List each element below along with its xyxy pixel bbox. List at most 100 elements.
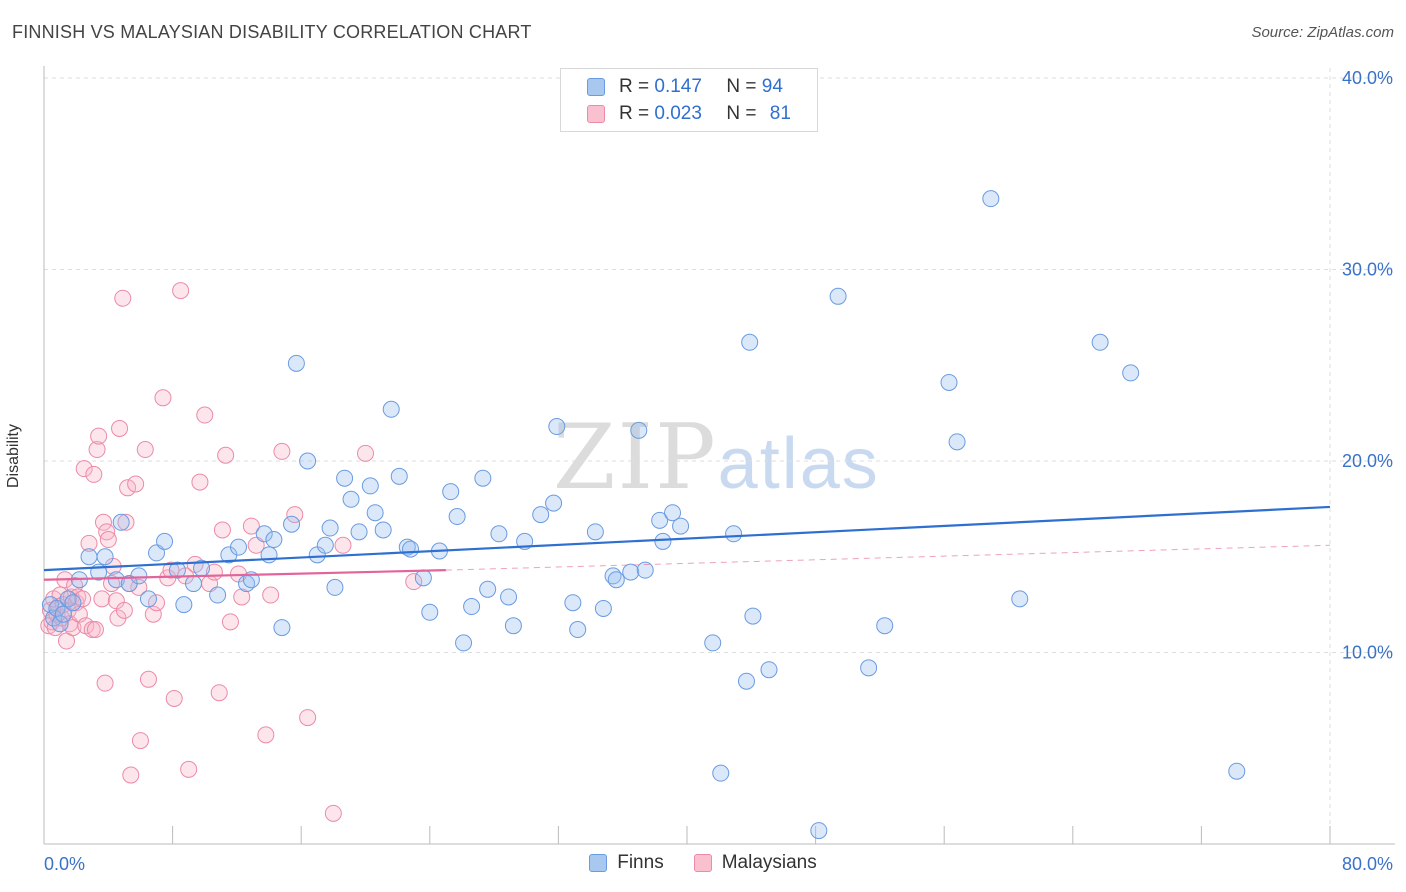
finns-point [316, 536, 334, 554]
malaysians-point [165, 689, 183, 707]
malaysians-point [247, 536, 265, 554]
legend-n-label: N = [726, 103, 757, 124]
x-tick-label: 80.0% [1342, 854, 1393, 874]
finns-point [64, 594, 82, 612]
malaysians-point [405, 573, 423, 591]
axis-layer [43, 66, 1395, 845]
malaysians-point [233, 588, 251, 606]
finns-point [622, 563, 640, 581]
malaysians-point [148, 594, 166, 612]
finns-point [651, 511, 669, 529]
finns-point [1228, 762, 1246, 780]
finns-point [168, 561, 186, 579]
malaysians-point [86, 621, 104, 639]
malaysians-point [88, 441, 106, 459]
legend-n-value: 94 [761, 76, 783, 97]
finns-point [564, 594, 582, 612]
malaysians-point [80, 534, 98, 552]
finns-point [760, 661, 778, 679]
finns-point [1091, 333, 1109, 351]
malaysians-trend-extension [445, 544, 1331, 571]
y-tick-label: 40.0% [1342, 68, 1393, 88]
legend-item-malaysians: Malaysians [693, 852, 817, 874]
y-tick-label: 10.0% [1342, 643, 1393, 663]
legend-label-malaysians: Malaysians [721, 852, 817, 873]
malaysians-point [286, 506, 304, 524]
legend-r-value: 0.023 [654, 103, 702, 124]
malaysians-point [213, 521, 231, 539]
finns-point [636, 561, 654, 579]
malaysians-point [115, 601, 133, 619]
finns-point [148, 544, 166, 562]
finns-point [829, 287, 847, 305]
finns-point [156, 532, 174, 550]
finns-point [175, 596, 193, 614]
trend-lines [43, 505, 1331, 581]
malaysians-point [154, 389, 172, 407]
chart-title: FINNISH VS MALAYSIAN DISABILITY CORRELAT… [12, 22, 532, 42]
y-tick-label: 20.0% [1342, 451, 1393, 471]
finns-point [545, 494, 563, 512]
finns-point [130, 567, 148, 585]
finns-point [255, 525, 273, 543]
malaysians-point [221, 613, 239, 631]
malaysians-point [111, 419, 129, 437]
malaysians-point [210, 684, 228, 702]
finns-point [725, 525, 743, 543]
malaysians-point [172, 282, 190, 300]
finns-point [607, 571, 625, 589]
finns-point [96, 548, 114, 566]
malaysians-point [196, 406, 214, 424]
finns-point [326, 578, 344, 596]
source-credit: Source: ZipAtlas.com [1251, 24, 1394, 41]
finns-point [287, 354, 305, 372]
finns-point [654, 532, 672, 550]
finns-point [374, 521, 392, 539]
malaysians-point [85, 465, 103, 483]
malaysians-point [273, 442, 291, 460]
finns-point [490, 525, 508, 543]
malaysians-point [119, 479, 137, 497]
legend-swatch-malaysians [587, 105, 605, 123]
malaysians-point [93, 590, 111, 608]
finns-trend-line [43, 505, 1331, 572]
malaysians-point [131, 732, 149, 750]
finns-point [532, 506, 550, 524]
finns-point [265, 531, 283, 549]
malaysians-point [136, 441, 154, 459]
tick-labels: 10.0% 20.0% 30.0% 40.0% 0.0% 80.0% [44, 68, 1393, 874]
correlation-legend: R = 0.147 N = 94 R = 0.023 N = 81 [560, 68, 818, 132]
legend-row-finns: R = 0.147 N = 94 [587, 74, 783, 100]
finns-point [283, 515, 301, 533]
finns-point [504, 617, 522, 635]
finns-point [810, 822, 828, 840]
finns-point [630, 421, 648, 439]
legend-swatch-finns [589, 854, 608, 872]
finns-point [548, 418, 566, 436]
finns-point [737, 672, 755, 690]
finns-point [876, 617, 894, 635]
finns-point [230, 538, 248, 556]
malaysians-point [180, 760, 198, 778]
malaysians-point [324, 804, 342, 822]
legend-swatch-malaysians [693, 854, 712, 872]
y-tick-label: 30.0% [1342, 260, 1393, 280]
legend-r-value: 0.147 [654, 76, 702, 97]
finns-point [455, 634, 473, 652]
malaysians-point [242, 517, 260, 535]
malaysians-point [75, 460, 93, 478]
finns-point [664, 504, 682, 522]
series-legend: Finns Malaysians [0, 852, 1406, 874]
malaysians-point [99, 531, 117, 549]
legend-row-malaysians: R = 0.023 N = 81 [587, 101, 791, 127]
finns-points [41, 190, 1246, 840]
legend-label-finns: Finns [617, 852, 664, 873]
malaysians-point [299, 709, 317, 727]
malaysians-point [122, 766, 140, 784]
finns-point [414, 569, 432, 587]
finns-point [712, 764, 730, 782]
malaysians-point [127, 475, 145, 493]
legend-swatch-finns [587, 78, 605, 96]
finns-point [1122, 364, 1140, 382]
finns-point [948, 433, 966, 451]
